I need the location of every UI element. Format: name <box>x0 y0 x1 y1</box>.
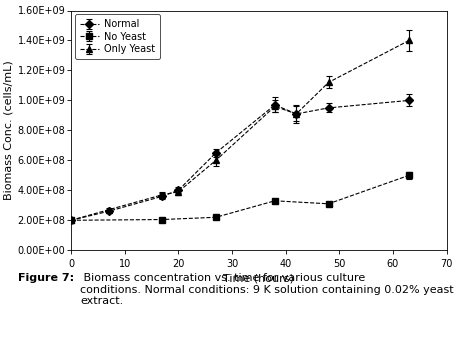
Legend: Normal, No Yeast, Only Yeast: Normal, No Yeast, Only Yeast <box>75 14 160 59</box>
Y-axis label: Biomass Conc. (cells/mL): Biomass Conc. (cells/mL) <box>3 61 13 200</box>
Text: Figure 7:: Figure 7: <box>18 273 75 283</box>
Text: Biomass concentration vs. time for various culture
conditions. Normal conditions: Biomass concentration vs. time for vario… <box>80 273 454 306</box>
X-axis label: Time (hours): Time (hours) <box>224 273 294 284</box>
